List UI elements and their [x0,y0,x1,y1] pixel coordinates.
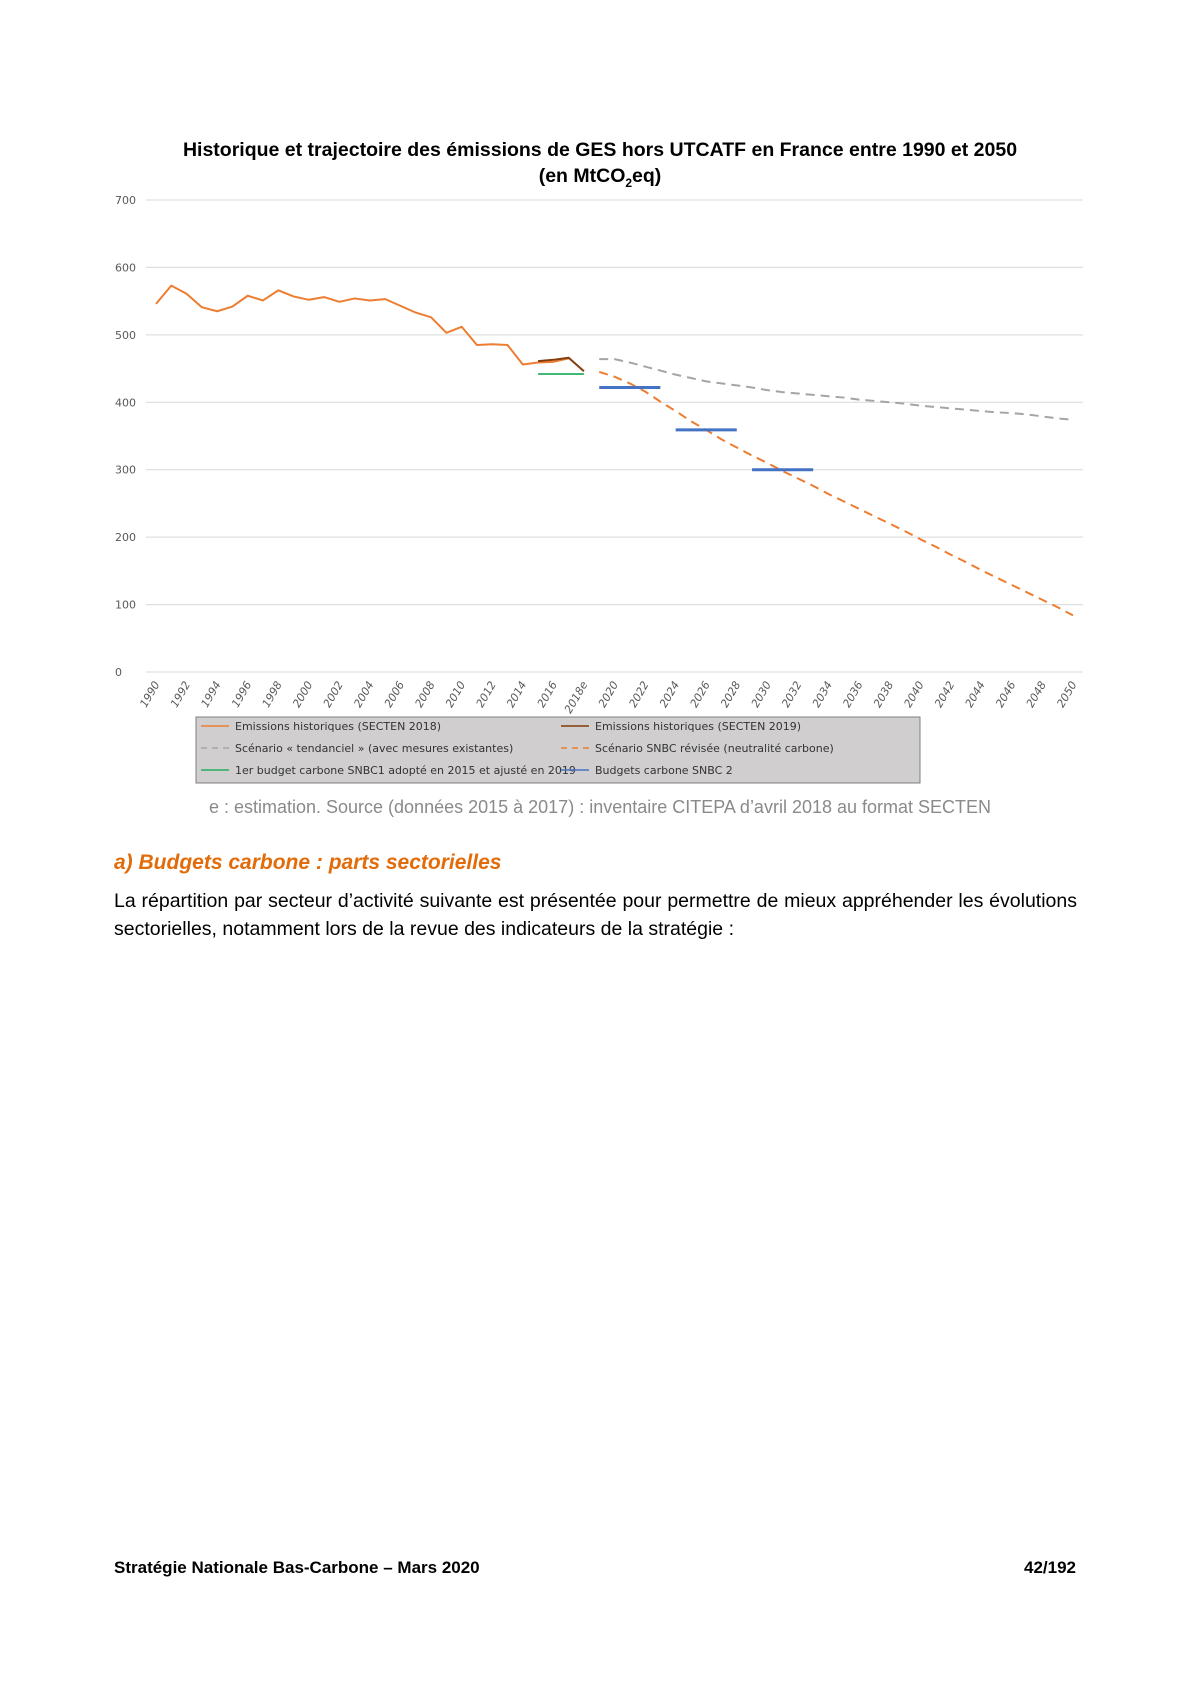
y-tick-label: 400 [115,396,136,409]
x-tick-label: 2046 [993,679,1018,710]
body-paragraph: La répartition par secteur d’activité su… [114,890,1077,940]
x-tick-label: 2002 [321,679,346,710]
x-tick-label: 1998 [260,679,285,710]
x-tick-label: 2028 [718,679,743,710]
section-heading: a) Budgets carbone : parts sectorielles [114,851,502,874]
x-tick-label: 2032 [779,679,804,710]
y-tick-label: 100 [115,599,136,612]
legend-label-5: Budgets carbone SNBC 2 [595,764,733,777]
x-tick-label: 1996 [229,679,254,710]
x-tick-label: 2034 [810,679,835,710]
y-tick-label: 700 [115,194,136,207]
series-3-line [598,370,1074,617]
y-tick-label: 0 [115,666,122,679]
x-tick-label: 2050 [1054,679,1079,710]
x-tick-label: 2018e [562,679,591,716]
x-tick-label: 2008 [412,679,437,710]
x-tick-label: 2038 [871,679,896,710]
x-tick-label: 2040 [902,679,927,710]
x-tick-label: 1990 [137,679,162,710]
series-2-line [599,358,1074,421]
chart-title-line1: Historique et trajectoire des émissions … [182,139,1018,161]
x-tick-label: 2048 [1024,679,1049,710]
x-tick-label: 2022 [626,679,651,710]
legend-label-0: Emissions historiques (SECTEN 2018) [235,720,441,733]
x-tick-label: 2000 [290,679,315,710]
x-tick-label: 2006 [382,679,407,710]
y-tick-label: 500 [115,329,136,342]
x-tick-label: 2010 [443,679,468,710]
x-tick-label: 2014 [504,679,529,710]
y-tick-label: 200 [115,531,136,544]
x-tick-label: 2042 [932,679,957,710]
x-tick-label: 2026 [688,679,713,710]
footer-title: Stratégie Nationale Bas-Carbone – Mars 2… [114,1558,480,1577]
legend-label-3: Scénario SNBC révisée (neutralité carbon… [595,742,834,755]
legend-box [195,716,921,784]
x-tick-label: 2024 [657,679,682,710]
emissions-chart: 0 100 200 300 400 500 600 700 1990 1992 1994 1996 19… [115,194,1083,784]
x-tick-label: 2030 [749,679,774,710]
legend-label-1: Emissions historiques (SECTEN 2019) [595,720,801,733]
y-tick-label: 600 [115,261,136,274]
x-tick-label: 2012 [474,679,499,710]
page-number: 42/192 [1024,1558,1076,1577]
series-1-line [537,356,585,373]
series-0-line [155,284,569,366]
chart-caption: e : estimation. Source (données 2015 à 2… [208,797,992,817]
chart-subtitle: (en MtCO2eq) [538,165,662,190]
x-tick-label: 1992 [168,679,193,710]
x-tick-label: 1994 [198,679,223,710]
x-tick-label: 2020 [596,679,621,710]
x-tick-label: 2004 [351,679,376,710]
chart-title: Historique et trajectoire des émissions … [100,137,1100,196]
legend-label-2: Scénario « tendanciel » (avec mesures ex… [235,742,513,755]
x-tick-label: 2016 [535,679,560,710]
legend-label-4: 1er budget carbone SNBC1 adopté en 2015 … [235,764,576,777]
x-tick-label: 2044 [963,679,988,710]
x-tick-label: 2036 [840,679,865,710]
y-tick-label: 300 [115,464,136,477]
